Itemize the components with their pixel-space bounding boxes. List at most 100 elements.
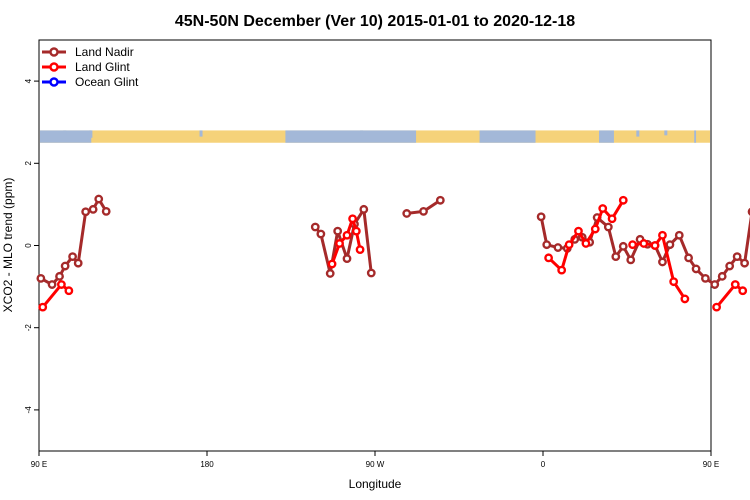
data-point xyxy=(650,241,660,250)
data-point xyxy=(730,280,740,289)
map-ocean xyxy=(63,130,67,136)
data-point xyxy=(574,226,583,236)
data-point xyxy=(36,273,46,283)
data-point xyxy=(717,271,727,281)
data-point xyxy=(564,240,574,250)
data-point xyxy=(366,268,376,278)
data-point xyxy=(351,226,361,236)
data-point xyxy=(359,204,369,214)
legend-marker xyxy=(49,47,59,57)
data-point xyxy=(628,240,637,250)
y-tick-label: 4 xyxy=(24,78,33,83)
data-point xyxy=(712,302,721,312)
data-point xyxy=(684,253,693,263)
legend-label: Ocean Glint xyxy=(75,75,139,89)
data-point xyxy=(402,209,412,218)
data-point xyxy=(544,253,553,263)
data-point xyxy=(618,195,628,205)
legend-label: Land Glint xyxy=(75,60,130,74)
data-point xyxy=(101,206,111,216)
data-point xyxy=(38,302,48,312)
data-point xyxy=(316,229,326,239)
data-point xyxy=(435,195,445,205)
data-point xyxy=(626,255,636,265)
data-point xyxy=(536,212,546,222)
series-land-glint xyxy=(38,195,748,312)
x-tick-label: 0 xyxy=(541,460,546,469)
data-point xyxy=(73,258,83,268)
map-ocean xyxy=(479,130,536,143)
data-point xyxy=(732,252,742,261)
data-point xyxy=(658,230,667,240)
map-ocean xyxy=(360,130,364,135)
y-tick-label: -4 xyxy=(24,406,33,414)
data-point xyxy=(701,273,710,283)
x-tick-label: 90 W xyxy=(366,460,385,469)
legend-marker xyxy=(49,77,59,87)
data-point xyxy=(57,280,66,289)
x-tick-label: 90 E xyxy=(31,460,47,469)
data-point xyxy=(598,204,608,213)
data-point xyxy=(557,265,567,275)
data-point xyxy=(725,261,735,271)
data-point xyxy=(55,271,64,281)
data-point xyxy=(325,269,335,278)
y-tick-label: 0 xyxy=(24,243,33,248)
data-point xyxy=(333,226,343,236)
data-point xyxy=(335,239,344,248)
chart-title: 45N-50N December (Ver 10) 2015-01-01 to … xyxy=(175,13,575,30)
map-ocean xyxy=(89,130,93,138)
data-point xyxy=(64,286,74,296)
y-tick-label: 2 xyxy=(24,161,33,166)
data-point xyxy=(88,204,98,214)
data-point xyxy=(419,206,428,216)
data-point xyxy=(590,224,600,234)
x-tick-label: 90 E xyxy=(703,460,719,469)
legend-label: Land Nadir xyxy=(75,45,134,59)
data-point xyxy=(618,241,628,251)
y-tick-label: -2 xyxy=(24,324,33,332)
data-point xyxy=(639,239,649,248)
data-point xyxy=(710,280,720,289)
data-point xyxy=(665,240,675,250)
data-point xyxy=(611,252,621,261)
y-axis-label: XCO2 - MLO trend (ppm) xyxy=(1,178,15,313)
data-point xyxy=(603,222,613,232)
plot-frame xyxy=(38,39,712,452)
data-point xyxy=(310,222,320,232)
data-point xyxy=(47,280,57,289)
data-point xyxy=(60,261,70,271)
map-ocean xyxy=(664,130,668,136)
map-ocean xyxy=(285,130,417,143)
data-point xyxy=(674,230,684,240)
map-ocean xyxy=(199,130,203,137)
x-tick-label: 180 xyxy=(200,460,214,469)
series-line xyxy=(715,283,744,309)
data-point xyxy=(355,245,365,255)
data-point xyxy=(740,258,749,268)
data-point xyxy=(68,252,78,261)
y-axis: -4 -2 0 2 4 xyxy=(24,78,39,413)
map-ocean xyxy=(636,130,640,137)
data-point xyxy=(542,240,552,250)
data-point xyxy=(94,194,104,204)
data-point xyxy=(348,214,357,224)
data-point xyxy=(658,257,667,267)
map-ocean xyxy=(599,130,614,143)
x-axis: 90 E 180 90 W 0 90 E xyxy=(31,451,719,469)
legend-marker xyxy=(49,62,59,72)
map-ocean xyxy=(694,130,697,143)
data-point xyxy=(553,243,563,252)
x-axis-label: Longitude xyxy=(349,477,402,491)
data-point xyxy=(680,294,690,304)
data-point xyxy=(342,230,352,240)
series-line xyxy=(41,283,70,309)
data-point xyxy=(738,286,748,296)
data-point xyxy=(581,239,591,248)
world-map-strip xyxy=(40,130,710,143)
data-point xyxy=(342,254,352,264)
map-ocean xyxy=(40,130,92,143)
data-point xyxy=(81,207,91,217)
